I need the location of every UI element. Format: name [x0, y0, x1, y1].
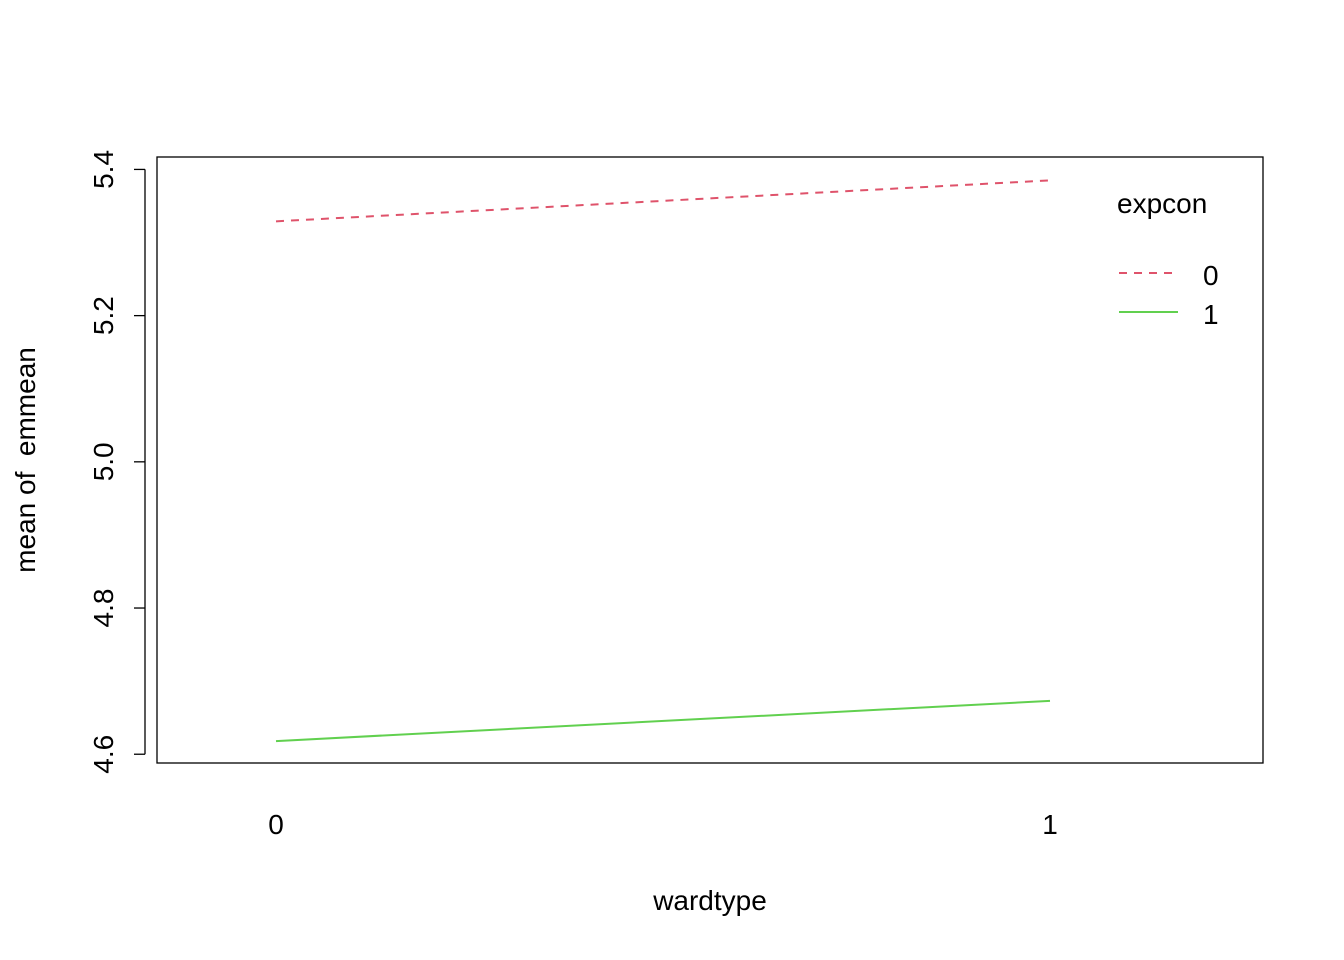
series-lines	[275, 179, 1051, 743]
y-axis-label: mean of emmean	[10, 347, 41, 573]
series-line-0	[275, 179, 1051, 223]
legend-title: expcon	[1117, 188, 1207, 219]
legend: expcon 0 1	[1117, 188, 1219, 330]
y-tick-label: 4.8	[88, 589, 119, 628]
y-axis: 4.6 4.8 5.0 5.2 5.4	[88, 150, 146, 774]
series-line-1	[275, 699, 1051, 743]
y-tick-label: 5.0	[88, 442, 119, 481]
legend-label-1: 1	[1203, 299, 1219, 330]
x-tick-label: 0	[268, 809, 284, 840]
y-tick-label: 5.2	[88, 296, 119, 335]
y-tick-label: 5.4	[88, 150, 119, 189]
x-tick-label: 1	[1042, 809, 1058, 840]
x-axis-label: wardtype	[652, 885, 767, 916]
plot-frame	[156, 156, 1264, 764]
legend-label-0: 0	[1203, 260, 1219, 291]
y-tick-label: 4.6	[88, 735, 119, 774]
